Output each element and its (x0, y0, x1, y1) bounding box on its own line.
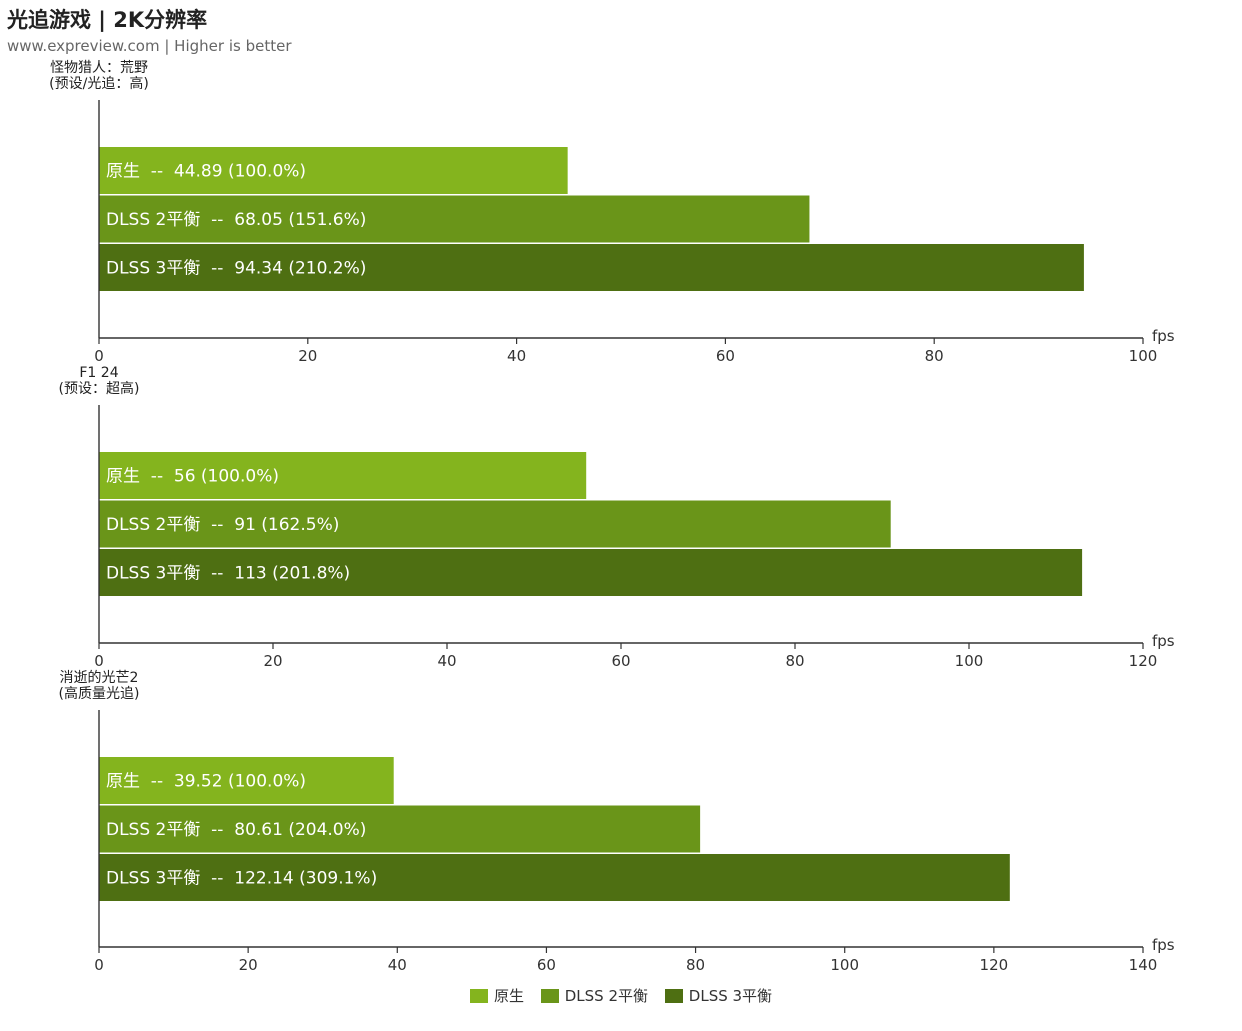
panel-2-tick-label-6: 100 (955, 652, 984, 670)
panel-3-unit-label: fps (1152, 936, 1175, 954)
panel-2-tick-label-4: 60 (611, 652, 630, 670)
panel-2-tick-label-1: 0 (94, 652, 104, 670)
panel-3-bar-label-1: 原生 -- 39.52 (100.0%) (106, 772, 306, 792)
panel-3-bar-label-3: DLSS 3平衡 -- 122.14 (309.1%) (106, 869, 377, 889)
legend-label-native: 原生 (493, 987, 524, 1005)
panel-1-tick-label-3: 40 (507, 347, 526, 365)
panel-3-tick-label-4: 60 (537, 956, 556, 974)
panel-2-tick-label-7: 120 (1129, 652, 1158, 670)
panel-1-bar-label-2: DLSS 2平衡 -- 68.05 (151.6%) (106, 210, 366, 230)
panel-1-tick-label-1: 0 (94, 347, 104, 365)
panel-1-tick-label-2: 20 (298, 347, 317, 365)
panel-2-unit-label: fps (1152, 632, 1175, 650)
panel-3-tick-label-8: 140 (1129, 956, 1158, 974)
legend-item-native: 原生 (469, 985, 524, 1006)
panel-3-tick-label-7: 120 (980, 956, 1009, 974)
panel-2-bar-1 (99, 452, 587, 499)
panel-3-group-label-line-2: (高质量光追) (59, 685, 140, 702)
legend-swatch-native (469, 989, 488, 1003)
panel-1-tick-label-4: 60 (716, 347, 735, 365)
panel-3-bar-3 (99, 854, 1010, 901)
panel-2-bar-label-1: 原生 -- 56 (100.0%) (106, 467, 279, 487)
legend-swatch-dlss2 (540, 989, 559, 1003)
legend-label-dlss2: DLSS 2平衡 (564, 987, 648, 1005)
panel-3-tick-label-3: 40 (388, 956, 407, 974)
panel-2-group-label-line-1: F1 24 (79, 365, 118, 381)
panel-1-group-label-line-1: 怪物猎人：荒野 (50, 60, 148, 76)
legend-item-dlss3: DLSS 3平衡 (664, 985, 773, 1006)
panel-2-group-label-line-2: (预设：超高) (59, 380, 140, 397)
panel-3-group-label-line-1: 消逝的光芒2 (60, 670, 139, 686)
panel-2-tick-label-5: 80 (785, 652, 804, 670)
panel-3-tick-label-2: 20 (239, 956, 258, 974)
panel-1-bar-3 (99, 244, 1084, 291)
panel-2-tick-label-3: 40 (437, 652, 456, 670)
bar-chart: 怪物猎人：荒野(预设/光追：高) 原生 -- 44.89 (100.0%) DLSS… (49, 60, 1175, 974)
chart-title: 光追游戏 | 2K分辨率 (7, 8, 208, 32)
panel-2-tick-label-2: 20 (263, 652, 282, 670)
panel-1-tick-label-5: 80 (925, 347, 944, 365)
panel-3-bar-1 (99, 757, 394, 804)
panel-3-tick-label-5: 80 (686, 956, 705, 974)
panel-2-bar-2 (99, 500, 891, 548)
panel-1-bar-2 (99, 195, 810, 243)
chart-subtitle: www.expreview.com | Higher is better (7, 37, 292, 55)
panel-1-tick-label-6: 100 (1129, 347, 1158, 365)
legend-item-dlss2: DLSS 2平衡 (540, 985, 648, 1006)
panel-3-bar-label-2: DLSS 2平衡 -- 80.61 (204.0%) (106, 820, 366, 840)
legend-swatch-dlss3 (664, 989, 683, 1003)
panel-1-unit-label: fps (1152, 327, 1175, 345)
panel-1-group-label-line-2: (预设/光追：高) (49, 75, 149, 92)
panel-3-tick-label-1: 0 (94, 956, 104, 974)
legend: 原生 DLSS 2平衡 DLSS 3平衡 (0, 985, 1242, 1006)
legend-label-dlss3: DLSS 3平衡 (688, 987, 773, 1005)
panel-1-bar-1 (99, 147, 568, 194)
panel-2-bar-label-3: DLSS 3平衡 -- 113 (201.8%) (106, 564, 350, 584)
panel-3-tick-label-6: 100 (830, 956, 859, 974)
panel-1-bar-label-1: 原生 -- 44.89 (100.0%) (106, 162, 306, 182)
panel-2-bar-3 (99, 549, 1083, 596)
panel-2-bar-label-2: DLSS 2平衡 -- 91 (162.5%) (106, 515, 339, 535)
panel-1-bar-label-3: DLSS 3平衡 -- 94.34 (210.2%) (106, 259, 366, 279)
panel-3-bar-2 (99, 805, 701, 853)
